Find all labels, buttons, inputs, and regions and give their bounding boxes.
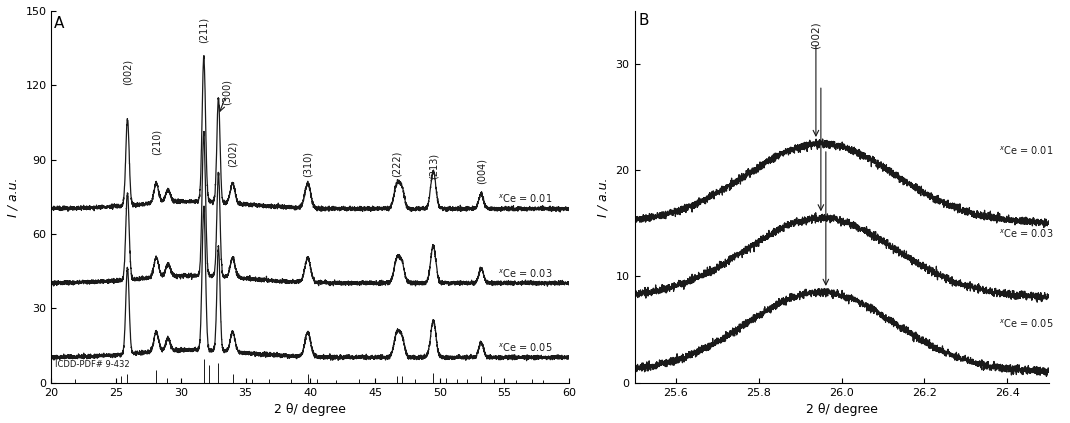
- Text: $^x$Ce = 0.03: $^x$Ce = 0.03: [498, 267, 552, 280]
- Text: B: B: [639, 13, 649, 28]
- Text: $^x$Ce = 0.01: $^x$Ce = 0.01: [999, 145, 1053, 157]
- Y-axis label: I / a.u.: I / a.u.: [597, 177, 610, 217]
- Text: A: A: [55, 16, 64, 31]
- X-axis label: 2 θ/ degree: 2 θ/ degree: [274, 403, 347, 416]
- Text: ICDD-PDF# 9-432: ICDD-PDF# 9-432: [56, 360, 129, 369]
- Text: (002): (002): [811, 22, 821, 49]
- Text: (213): (213): [428, 153, 439, 179]
- Text: $^x$Ce = 0.03: $^x$Ce = 0.03: [999, 228, 1054, 240]
- Text: $^x$Ce = 0.05: $^x$Ce = 0.05: [999, 318, 1054, 330]
- Text: (004): (004): [476, 158, 486, 184]
- Text: (300): (300): [221, 79, 231, 105]
- Text: (002): (002): [122, 59, 133, 85]
- Text: (211): (211): [199, 17, 209, 43]
- Text: (210): (210): [151, 129, 162, 155]
- Text: (222): (222): [392, 151, 402, 177]
- Text: (202): (202): [228, 141, 238, 167]
- Y-axis label: I / a.u.: I / a.u.: [6, 177, 20, 217]
- Text: $^x$Ce = 0.05: $^x$Ce = 0.05: [498, 342, 552, 354]
- X-axis label: 2 θ/ degree: 2 θ/ degree: [806, 403, 877, 416]
- Text: (310): (310): [303, 151, 312, 177]
- Text: $^x$Ce = 0.01: $^x$Ce = 0.01: [498, 193, 552, 206]
